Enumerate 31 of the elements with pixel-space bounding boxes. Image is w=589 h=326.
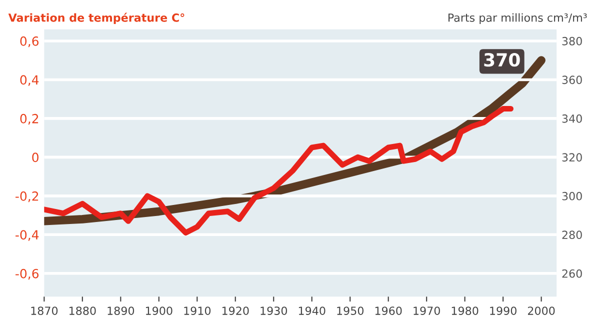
x-tick-label: 1880	[70, 306, 96, 315]
x-tick-label: 1990	[490, 306, 516, 315]
y-tick-label: -0,4	[16, 230, 39, 241]
y-tick-label: -0,2	[16, 191, 38, 202]
y2-axis-title: Parts par millions cm³/m³	[448, 13, 587, 24]
y-tick-label: 0,2	[20, 114, 38, 125]
x-tick-label: 1960	[375, 306, 402, 315]
y-tick-label: 0,6	[20, 36, 39, 48]
y2-tick-label: 340	[562, 114, 582, 123]
y2-tick-label: 260	[562, 269, 582, 278]
y2-tick-label: 320	[562, 153, 582, 162]
x-tick-label: 1980	[452, 306, 478, 315]
y-axis-title: Variation de température C°	[8, 12, 184, 24]
y2-tick-label: 360	[562, 76, 582, 84]
x-tick-label: 2000	[528, 306, 555, 315]
x-tick-label: 1950	[337, 306, 364, 315]
x-tick-label: 1940	[298, 306, 326, 315]
annotation: 370	[484, 53, 520, 67]
y2-tick-label: 300	[562, 192, 582, 200]
x-tick-label: 1970	[414, 306, 440, 315]
x-tick-label: 1910	[184, 306, 211, 315]
x-tick-label: 1900	[146, 306, 172, 315]
x-tick-label: 1920	[222, 306, 249, 315]
y2-tick-label: 380	[562, 36, 582, 46]
x-tick-label: 1930	[260, 306, 288, 315]
y-tick-label: 0,4	[20, 75, 39, 86]
y-tick-label: -0,6	[16, 268, 39, 280]
x-tick-label: 1870	[31, 306, 58, 315]
x-tick-label: 1890	[108, 306, 134, 315]
y-tick-label: 0	[32, 152, 38, 162]
y2-tick-label: 280	[562, 230, 582, 240]
